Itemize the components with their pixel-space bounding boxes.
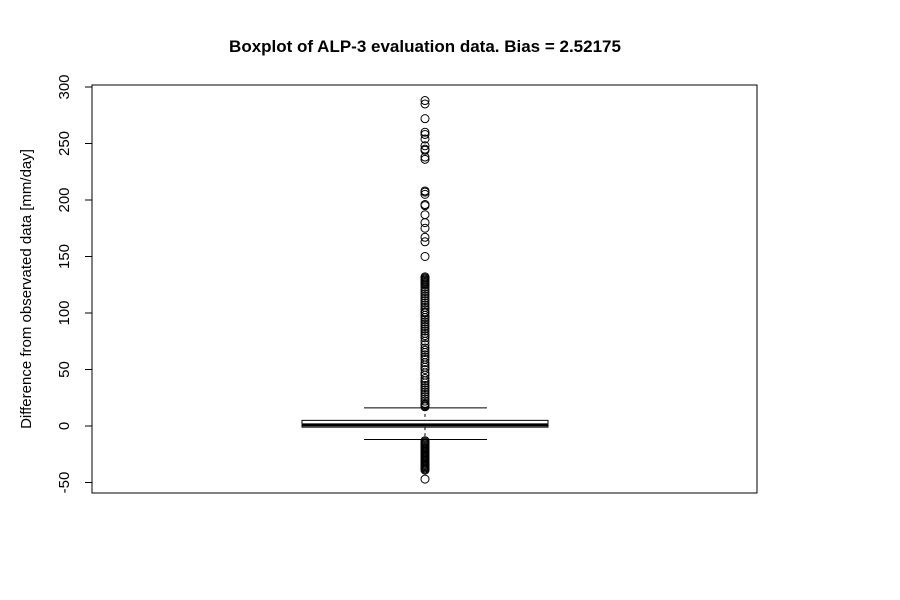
chart-title: Boxplot of ALP-3 evaluation data. Bias =… — [229, 37, 621, 56]
y-tick-label: 100 — [56, 300, 73, 325]
outlier-point — [420, 282, 430, 292]
outlier-point — [420, 187, 430, 197]
outliers-group — [420, 96, 430, 484]
outlier-point — [420, 465, 430, 475]
outlier-point — [420, 358, 430, 368]
outlier-point — [420, 365, 430, 374]
y-axis-label: Difference from observated data [mm/day] — [18, 149, 35, 429]
outlier-point — [420, 322, 430, 332]
outlier-point — [420, 96, 430, 106]
outlier-point — [420, 387, 430, 397]
outlier-point — [420, 296, 430, 306]
outlier-point — [420, 380, 430, 390]
box-group — [301, 407, 549, 441]
y-tick-label: 150 — [56, 244, 73, 269]
outlier-point — [420, 336, 430, 346]
y-tick-label: 0 — [56, 422, 73, 430]
outlier-point — [420, 210, 430, 220]
outlier-point — [420, 348, 430, 358]
outlier-point — [420, 189, 430, 199]
y-tick-label: 50 — [56, 361, 73, 378]
outlier-point — [420, 343, 430, 353]
outlier-point — [420, 474, 430, 484]
outlier-point — [420, 223, 430, 233]
outlier-point — [420, 376, 430, 386]
outlier-point — [420, 141, 430, 151]
outlier-point — [420, 396, 430, 406]
outlier-point — [420, 99, 430, 109]
outlier-point — [420, 331, 430, 341]
outlier-point — [420, 114, 430, 124]
outlier-point — [420, 378, 430, 388]
outlier-point — [420, 385, 430, 395]
outlier-point — [420, 293, 430, 303]
outlier-point — [420, 315, 430, 325]
outlier-point — [420, 326, 430, 336]
outlier-point — [420, 237, 430, 247]
outlier-point — [420, 134, 430, 144]
outlier-point — [420, 252, 430, 261]
outlier-point — [420, 284, 430, 294]
outlier-point — [420, 319, 430, 329]
outlier-point — [420, 310, 430, 320]
y-tick-label: 300 — [56, 74, 73, 99]
outlier-point — [420, 129, 430, 139]
outlier-point — [420, 154, 430, 164]
outlier-point — [420, 402, 430, 412]
outlier-point — [420, 291, 430, 301]
outlier-point — [420, 289, 430, 299]
y-tick-label: 200 — [56, 187, 73, 212]
outlier-point — [420, 201, 430, 211]
outlier-point — [420, 308, 430, 318]
outlier-point — [420, 232, 430, 242]
outlier-point — [420, 333, 430, 343]
outlier-point — [420, 324, 430, 334]
outlier-point — [420, 383, 430, 393]
outlier-point — [420, 127, 430, 137]
y-tick-label: -50 — [56, 472, 73, 494]
outlier-point — [420, 389, 430, 399]
outlier-point — [420, 313, 430, 323]
y-axis: -50 0 50 100 150 200 250 300 — [56, 74, 93, 494]
outlier-point — [420, 280, 430, 290]
outlier-point — [420, 145, 430, 155]
outlier-point — [420, 218, 430, 228]
outlier-point — [420, 298, 430, 308]
outlier-point — [420, 345, 430, 355]
outlier-point — [420, 317, 430, 327]
y-tick-label: 250 — [56, 131, 73, 156]
outlier-point — [420, 152, 430, 162]
outlier-point — [420, 287, 430, 297]
outlier-point — [420, 374, 430, 384]
